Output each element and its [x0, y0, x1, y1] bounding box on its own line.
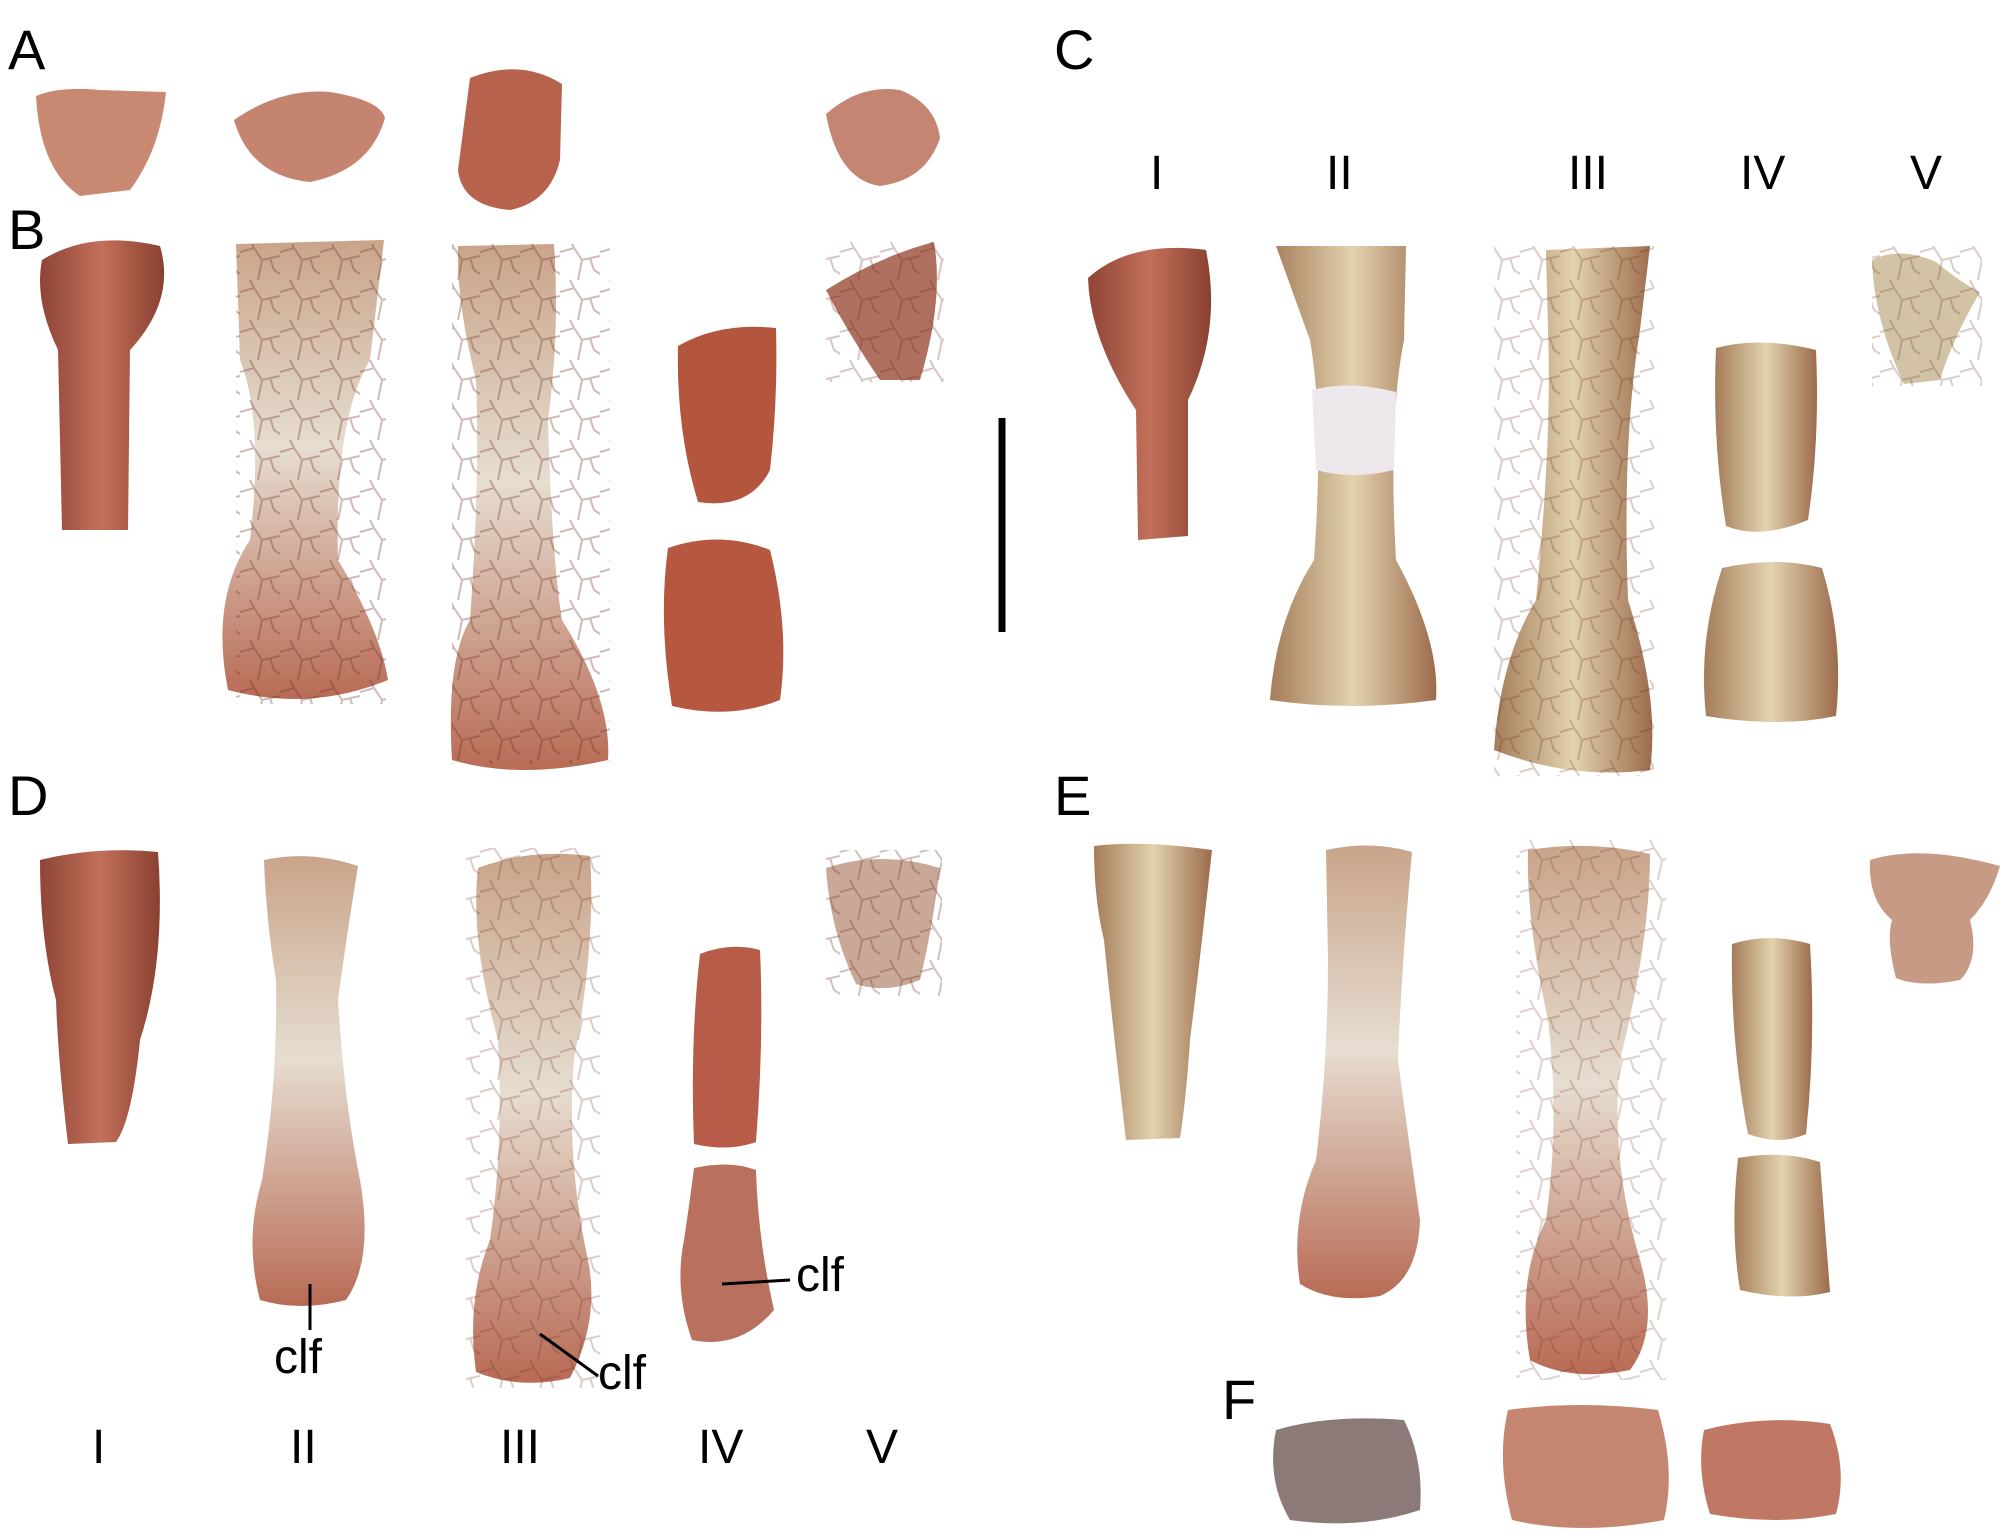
panel-label-a: A [8, 22, 45, 78]
bone-b-IV-proximal [678, 327, 777, 504]
digit-label-d-ii: II [290, 1424, 317, 1472]
bone-c-I [1088, 248, 1211, 540]
bone-a2 [234, 92, 385, 182]
panel-c-bones [1088, 246, 1982, 776]
panel-a-bones [36, 69, 940, 210]
bone-a4 [826, 89, 940, 186]
digit-label-d-i: I [92, 1424, 105, 1472]
bone-e-I [1094, 844, 1212, 1140]
bone-d-II [252, 856, 364, 1306]
annotation-clf-iv: clf [796, 1252, 844, 1300]
panel-label-f: F [1222, 1372, 1256, 1428]
panel-label-e: E [1054, 768, 1091, 824]
panel-label-c: C [1054, 22, 1094, 78]
digit-label-d-iv: IV [698, 1424, 743, 1472]
panel-e-bones [1094, 840, 2000, 1380]
annotation-clf-ii: clf [274, 1334, 322, 1382]
bone-a1 [36, 89, 166, 196]
bone-e-V [1870, 853, 2000, 983]
bone-a3 [458, 69, 562, 210]
panel-label-b: B [8, 202, 45, 258]
panel-b-bones [40, 240, 944, 770]
bone-c-IV-proximal [1715, 342, 1817, 531]
digit-label-d-iii: III [500, 1424, 540, 1472]
digit-label-c-iv: IV [1740, 150, 1785, 198]
digit-label-c-ii: II [1326, 150, 1353, 198]
digit-label-c-iii: III [1568, 150, 1608, 198]
bone-c-IV-distal [1704, 562, 1838, 722]
bone-e-IV-distal [1734, 1155, 1830, 1297]
digit-label-c-v: V [1910, 150, 1942, 198]
bone-f1 [1273, 1418, 1421, 1523]
panel-label-d: D [8, 768, 48, 824]
bone-d-IV-distal [680, 1164, 774, 1342]
bone-c-II [1270, 246, 1436, 706]
bone-c-II-plaster [1312, 385, 1396, 475]
bone-e-IV-proximal [1732, 938, 1812, 1140]
bone-d-IV-proximal [693, 947, 761, 1148]
bone-d-I [40, 850, 160, 1144]
bone-e-II [1297, 845, 1420, 1298]
panel-d-bones [40, 848, 942, 1388]
bone-b-IV-distal [664, 539, 784, 711]
panel-f-bones [1273, 1405, 1841, 1528]
bone-f2 [1503, 1405, 1669, 1528]
annotation-clf-iii: clf [598, 1350, 646, 1398]
digit-label-c-i: I [1150, 150, 1163, 198]
bone-b-I [40, 240, 164, 530]
bone-f3 [1701, 1420, 1841, 1520]
digit-label-d-v: V [866, 1424, 898, 1472]
